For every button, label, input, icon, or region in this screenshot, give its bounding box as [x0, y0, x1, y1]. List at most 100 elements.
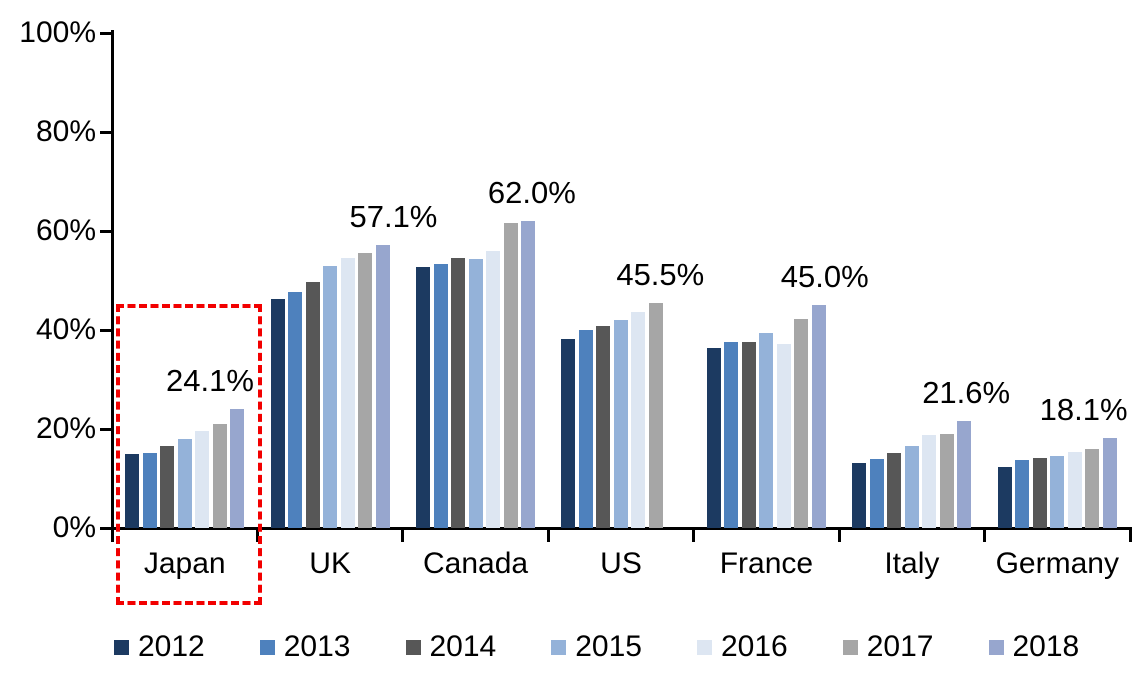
bar-slot-france-2012: [706, 33, 721, 528]
bar-us-2014: [596, 325, 611, 528]
x-tick: [255, 529, 259, 542]
bar-slot-italy-2015: [904, 33, 919, 528]
bar-slot-japan-2014: [160, 33, 175, 528]
x-tick: [837, 529, 841, 542]
bar-italy-2018: [957, 421, 972, 528]
bar-slot-canada-2012: [416, 33, 431, 528]
legend-label-2014: 2014: [429, 630, 497, 663]
bar-slot-canada-2017: [503, 33, 518, 528]
bar-slot-france-2018: [811, 33, 826, 528]
bar-us-2016: [631, 312, 646, 528]
bar-canada-2018: [521, 221, 536, 528]
bar-uk-2012: [270, 298, 285, 528]
bar-canada-2014: [451, 257, 466, 528]
value-label-italy: 21.6%: [922, 375, 1011, 411]
bar-france-2018: [811, 305, 826, 528]
bar-germany-2015: [1050, 455, 1065, 528]
bar-slot-germany-2018: [1102, 33, 1117, 528]
bar-japan-2017: [212, 424, 227, 528]
legend-swatch-2017: [842, 639, 858, 655]
legend-item-2015: 2015: [551, 630, 642, 664]
bar-italy-2013: [869, 458, 884, 528]
bar-uk-2017: [358, 252, 373, 528]
y-tick: [100, 230, 112, 233]
bar-slot-france-2017: [794, 33, 809, 528]
value-label-france: 45.0%: [780, 259, 869, 295]
bar-uk-2016: [340, 258, 355, 528]
bar-canada-2015: [468, 258, 483, 528]
y-tick: [100, 32, 112, 35]
value-label-uk: 57.1%: [349, 199, 438, 235]
bar-slot-us-2015: [613, 33, 628, 528]
bar-germany-2013: [1015, 460, 1030, 528]
y-tick: [100, 131, 112, 134]
bar-slot-italy-2017: [939, 33, 954, 528]
bar-germany-2014: [1032, 457, 1047, 528]
y-tick-label: 40%: [35, 313, 96, 346]
y-tick-label: 20%: [35, 412, 96, 445]
y-tick-label: 0%: [52, 511, 96, 544]
value-label-japan: 24.1%: [166, 362, 254, 398]
bar-uk-2014: [305, 282, 320, 528]
legend-label-2012: 2012: [138, 630, 205, 663]
bar-germany-2016: [1067, 452, 1082, 528]
bar-france-2013: [724, 341, 739, 528]
legend-label-2015: 2015: [575, 630, 642, 663]
bar-france-2015: [759, 332, 774, 528]
x-tick: [110, 529, 114, 542]
bar-uk-2015: [323, 266, 338, 528]
x-axis-line: [110, 527, 1132, 530]
bar-slot-us-2017: [648, 33, 663, 528]
bar-slot-us-2013: [578, 33, 593, 528]
y-tick-label: 80%: [35, 115, 96, 148]
legend-item-2012: 2012: [114, 630, 205, 664]
bar-slot-italy-2018: [957, 33, 972, 528]
legend-item-2014: 2014: [405, 630, 497, 664]
bar-germany-2012: [997, 467, 1012, 528]
bar-slot-italy-2012: [852, 33, 867, 528]
y-tick-label: 60%: [35, 214, 96, 247]
y-tick: [100, 527, 112, 530]
bar-japan-2018: [230, 408, 245, 528]
value-label-canada: 62.0%: [487, 175, 576, 211]
bar-slot-uk-2012: [270, 33, 285, 528]
bar-slot-germany-2013: [1015, 33, 1030, 528]
bar-italy-2015: [904, 445, 919, 528]
legend-swatch-2014: [405, 639, 421, 655]
bar-group-us: [548, 33, 693, 528]
bar-slot-us-2012: [561, 33, 576, 528]
bar-slot-canada-2018: [521, 33, 536, 528]
bar-canada-2016: [486, 250, 501, 528]
category-label-germany: Germany: [995, 547, 1119, 580]
legend-label-2013: 2013: [283, 630, 351, 663]
bar-japan-2014: [160, 446, 175, 528]
y-tick: [100, 329, 112, 332]
x-tick: [692, 529, 696, 542]
category-label-uk: UK: [309, 547, 351, 580]
bar-france-2017: [794, 319, 809, 528]
bar-slot-germany-2017: [1085, 33, 1100, 528]
bar-slot-italy-2013: [869, 33, 884, 528]
bar-japan-2016: [195, 430, 210, 528]
bar-italy-2017: [939, 433, 954, 528]
bar-slot-germany-2016: [1067, 33, 1082, 528]
japan-highlight-box: [116, 304, 262, 605]
legend-label-2016: 2016: [721, 630, 788, 663]
x-tick: [983, 529, 987, 542]
bar-japan-2013: [142, 453, 157, 528]
bar-slot-uk-2015: [323, 33, 338, 528]
category-label-canada: Canada: [423, 547, 529, 580]
bar-slot-italy-2014: [887, 33, 902, 528]
bar-group-japan: [112, 33, 257, 528]
category-label-france: France: [719, 547, 814, 580]
bar-slot-japan-2013: [142, 33, 157, 528]
bar-slot-us-2014: [596, 33, 611, 528]
bar-group-france: [694, 33, 839, 528]
x-tick: [546, 529, 550, 542]
bar-slot-japan-2016: [195, 33, 210, 528]
bar-slot-japan-2015: [177, 33, 192, 528]
bar-us-2013: [578, 330, 593, 528]
bar-slot-uk-2018: [375, 33, 390, 528]
bar-canada-2013: [433, 264, 448, 528]
